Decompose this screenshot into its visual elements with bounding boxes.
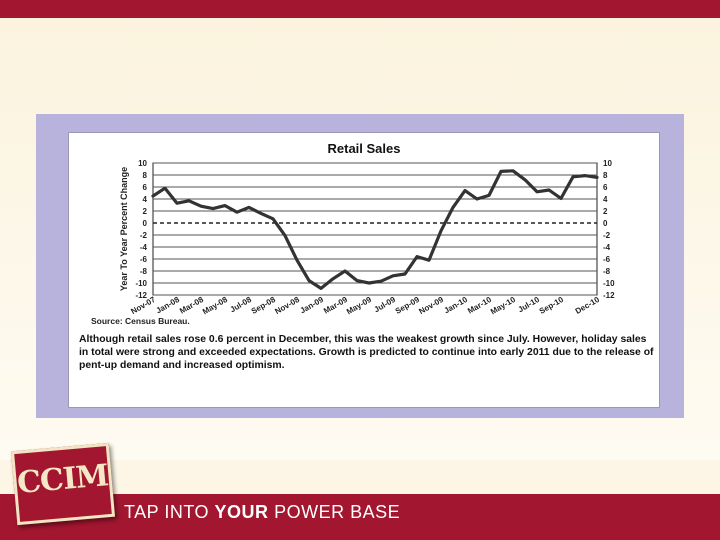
data-point <box>379 280 383 283</box>
data-point <box>307 279 311 282</box>
data-point <box>571 175 575 178</box>
x-tick-label: Jan-09 <box>299 295 326 316</box>
data-point <box>259 212 263 215</box>
data-point <box>355 279 359 282</box>
footer-band <box>0 460 720 494</box>
y-tick-label-right: -10 <box>603 279 615 288</box>
data-point <box>235 211 239 214</box>
x-tick-label: Sep-09 <box>394 295 422 316</box>
y-tick-label-left: -8 <box>140 267 148 276</box>
plot-frame <box>152 162 598 296</box>
footer-bar <box>0 494 720 540</box>
x-tick-label: Sep-08 <box>250 295 278 316</box>
tagline-start: TAP INTO <box>124 502 210 522</box>
y-tick-label-left: 8 <box>143 171 148 180</box>
data-point <box>403 272 407 276</box>
x-tick-label: Sep-10 <box>538 295 566 316</box>
y-tick-label-left: -4 <box>140 243 148 252</box>
data-point <box>211 207 215 210</box>
ccim-logo: CCIM <box>10 442 116 526</box>
y-tick-label-left: -2 <box>140 231 148 240</box>
data-point <box>559 197 563 200</box>
chart-title: Retail Sales <box>327 141 401 156</box>
data-point <box>523 178 527 181</box>
x-tick-label: May-09 <box>345 295 373 317</box>
y-tick-label-right: -4 <box>603 243 611 252</box>
x-tick-label: Jul-08 <box>228 295 253 315</box>
y-tick-label-right: 0 <box>603 219 608 228</box>
y-tick-label-left: 4 <box>143 195 148 204</box>
data-point <box>247 206 251 209</box>
data-point <box>475 197 479 201</box>
x-tick-label: May-08 <box>201 295 229 317</box>
x-tick-label: Nov-09 <box>417 295 445 316</box>
y-tick-label-right: -6 <box>603 255 611 264</box>
tagline-end: POWER BASE <box>274 502 401 522</box>
data-point <box>499 170 503 173</box>
y-tick-label-left: -6 <box>140 255 148 264</box>
x-tick-label: Jul-09 <box>372 295 397 315</box>
data-point <box>367 281 371 285</box>
x-tick-label: Jan-08 <box>155 295 182 316</box>
data-point <box>439 229 443 232</box>
data-point <box>583 174 587 177</box>
y-tick-label-left: 2 <box>143 207 148 216</box>
data-point <box>283 234 287 237</box>
data-point <box>331 277 335 280</box>
x-tick-label: May-10 <box>489 295 517 317</box>
y-tick-label-left: -10 <box>135 279 147 288</box>
data-point <box>463 189 467 192</box>
y-axis-title: Year To Year Percent Change <box>119 167 129 291</box>
y-tick-label-right: 10 <box>603 159 612 168</box>
data-point <box>415 255 419 258</box>
chart-source: Source: Census Bureau. <box>91 316 190 326</box>
data-point <box>175 202 179 205</box>
data-point <box>547 188 551 192</box>
tagline: TAP INTO YOUR POWER BASE <box>124 502 400 523</box>
y-tick-label-right: 4 <box>603 195 608 204</box>
x-tick-label: Dec-10 <box>574 295 602 316</box>
x-tick-label: Jan-10 <box>443 295 470 316</box>
y-tick-label-left: -12 <box>135 291 147 300</box>
data-point <box>487 194 491 197</box>
y-tick-label-right: -12 <box>603 291 615 300</box>
tagline-emphasis: YOUR <box>214 502 269 522</box>
data-point <box>271 217 275 220</box>
data-point <box>151 194 155 198</box>
retail-sales-chart: 10 8 6 4 2 0 -2 -4 -6 -8 -10 -12 10 8 6 4 2 0 -2 -4 -6 -8 -10 -… <box>119 159 615 317</box>
data-point <box>319 287 323 290</box>
x-tick-label: Mar-08 <box>178 295 205 316</box>
data-point <box>343 269 347 273</box>
data-point <box>163 187 167 190</box>
top-banner <box>0 0 720 18</box>
x-tick-label: Mar-10 <box>466 295 493 316</box>
x-tick-label: Mar-09 <box>322 295 349 316</box>
retail-sales-line <box>151 169 599 290</box>
data-point <box>391 274 395 277</box>
y-tick-label-right: 2 <box>603 207 608 216</box>
data-point <box>223 204 227 207</box>
y-tick-label-right: -2 <box>603 231 611 240</box>
x-tick-label: Nov-08 <box>273 295 301 316</box>
chart-caption: Although retail sales rose 0.6 percent i… <box>79 334 654 371</box>
chart-panel: 10 8 6 4 2 0 -2 -4 -6 -8 -10 -12 10 8 6 4 2 0 -2 -4 -6 -8 -10 -… <box>68 132 660 408</box>
y-tick-label-left: 10 <box>138 159 147 168</box>
data-point <box>427 259 431 262</box>
data-point <box>295 259 299 262</box>
y-tick-label-left: 0 <box>143 219 148 228</box>
data-point <box>187 199 191 202</box>
data-point <box>199 205 203 208</box>
y-tick-label-left: 6 <box>143 183 148 192</box>
y-tick-label-right: 6 <box>603 183 608 192</box>
y-tick-label-right: -8 <box>603 267 611 276</box>
data-point <box>535 190 539 193</box>
logo-text: CCIM <box>15 458 110 501</box>
data-point <box>595 176 599 179</box>
data-point <box>511 169 515 172</box>
data-point <box>451 206 455 209</box>
x-tick-label: Jul-10 <box>516 295 541 315</box>
y-tick-label-right: 8 <box>603 171 608 180</box>
